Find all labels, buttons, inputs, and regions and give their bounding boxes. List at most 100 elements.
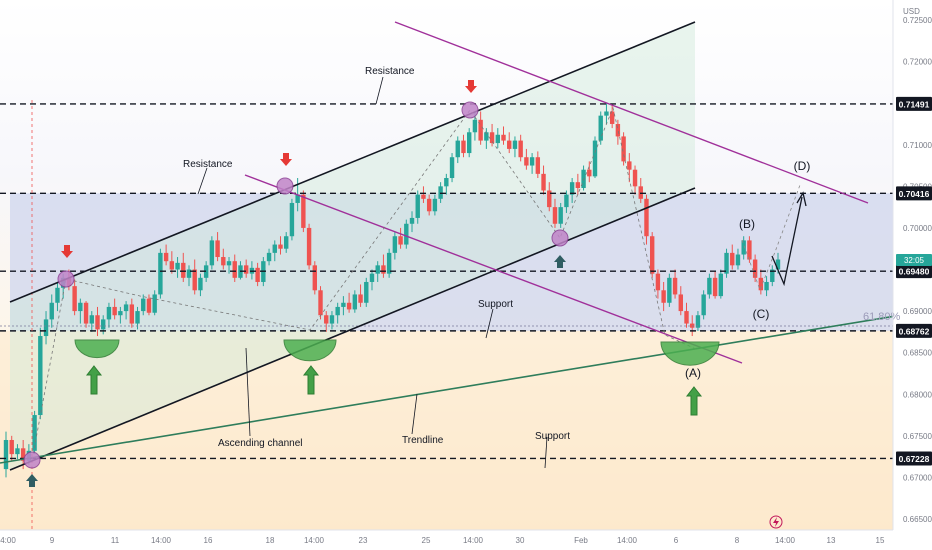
x-tick-label: 14:00 (617, 536, 638, 545)
candle-body (43, 319, 49, 337)
candle-body (163, 252, 169, 262)
candle-body (158, 252, 163, 295)
x-tick-label: 14:00 (775, 536, 796, 545)
candle-body (301, 194, 306, 228)
callout-pointer (245, 347, 251, 437)
annotation-resistance-mid: Resistance (183, 159, 233, 170)
candle-body (272, 244, 277, 253)
candle-body (221, 257, 226, 266)
candle-body (524, 157, 529, 166)
callout-pointer (544, 436, 548, 469)
candle-body (735, 254, 741, 266)
candle-body (598, 115, 603, 141)
candle-body (203, 265, 209, 278)
candle-body (198, 277, 203, 291)
x-tick-label: 14:00 (151, 536, 172, 545)
candle-body (712, 277, 718, 297)
candle-body (101, 319, 106, 330)
candle-body (501, 134, 506, 141)
fib-label: 61.80% (863, 311, 901, 323)
projection-arrow (771, 196, 803, 287)
candle-body (615, 123, 621, 137)
price-tag-label: 0.70416 (899, 189, 930, 199)
candle-body (609, 111, 615, 124)
candle-body (55, 287, 60, 303)
countdown-tag (896, 254, 932, 266)
candle-body (701, 294, 706, 316)
lightning-icon[interactable] (769, 515, 783, 529)
candle-body (243, 265, 249, 274)
annotation-support-mid: Support (478, 299, 513, 310)
candle-body (112, 306, 117, 316)
candle-body (352, 294, 358, 310)
x-tick-label: 30 (516, 536, 525, 545)
support-bowl (74, 339, 120, 359)
candle-body (558, 207, 563, 224)
candle-body (621, 136, 626, 162)
candle-body (484, 132, 489, 141)
x-tick-label: 8 (735, 536, 740, 545)
candle-body (386, 252, 392, 274)
annotation-trendline: Trendline (402, 435, 444, 446)
pivot-marker (551, 229, 569, 247)
candle-body (507, 140, 512, 149)
price-tag-label: 0.68762 (899, 326, 930, 336)
candle-body (152, 294, 157, 313)
support-bowl (283, 339, 337, 362)
price-tag (896, 264, 932, 279)
green-up-arrow-icon (85, 365, 103, 395)
candle-body (123, 304, 129, 312)
candle-body (335, 306, 340, 316)
candle-body (186, 269, 192, 278)
candle-body (346, 302, 352, 310)
candle-body (72, 286, 77, 312)
candle-body (444, 178, 449, 187)
annotation-ascending-channel: Ascending channel (218, 438, 303, 449)
y-tick-label: 0.67500 (903, 432, 932, 441)
candle-body (341, 302, 346, 307)
candle-body (169, 261, 175, 270)
candle-body (730, 252, 735, 266)
callout-pointer (197, 167, 208, 195)
candle-body (575, 182, 581, 188)
candle-body (215, 240, 220, 258)
lightning-bolt (773, 517, 779, 527)
candle-body (529, 157, 535, 166)
candle-body (695, 315, 701, 328)
candle-body (718, 273, 724, 297)
candle-body (129, 304, 135, 324)
candle-body (289, 202, 295, 237)
x-tick-label: 14:00 (304, 536, 325, 545)
candle-body (455, 140, 460, 158)
candle-body (449, 157, 455, 179)
candle-body (95, 315, 100, 330)
candle-body (89, 315, 94, 324)
candle-body (541, 173, 546, 191)
y-tick-label: 0.72000 (903, 58, 932, 67)
time-axis-background (0, 530, 932, 550)
candle-body (764, 281, 769, 291)
red-down-arrow-icon (465, 80, 477, 93)
candle-body (747, 240, 752, 260)
candle-body (644, 198, 649, 237)
candle-body (649, 236, 655, 274)
candle-body (604, 111, 609, 116)
candle-body (306, 227, 312, 266)
x-tick-label: 14:00 (463, 536, 484, 545)
candle-body (478, 119, 483, 141)
candle-body (632, 169, 638, 187)
trendline (0, 315, 893, 464)
candle-body (209, 240, 215, 266)
candle-body (547, 190, 552, 208)
red-down-arrow-icon (61, 245, 73, 258)
support-bowl (660, 341, 720, 366)
candle-body (318, 290, 323, 316)
pivot-marker (276, 177, 294, 195)
candle-body (535, 157, 541, 174)
x-tick-label: 16 (204, 536, 213, 545)
candle-body (312, 265, 317, 291)
wave-path (741, 184, 801, 292)
candle-body (684, 311, 689, 324)
candle-body (495, 134, 500, 144)
